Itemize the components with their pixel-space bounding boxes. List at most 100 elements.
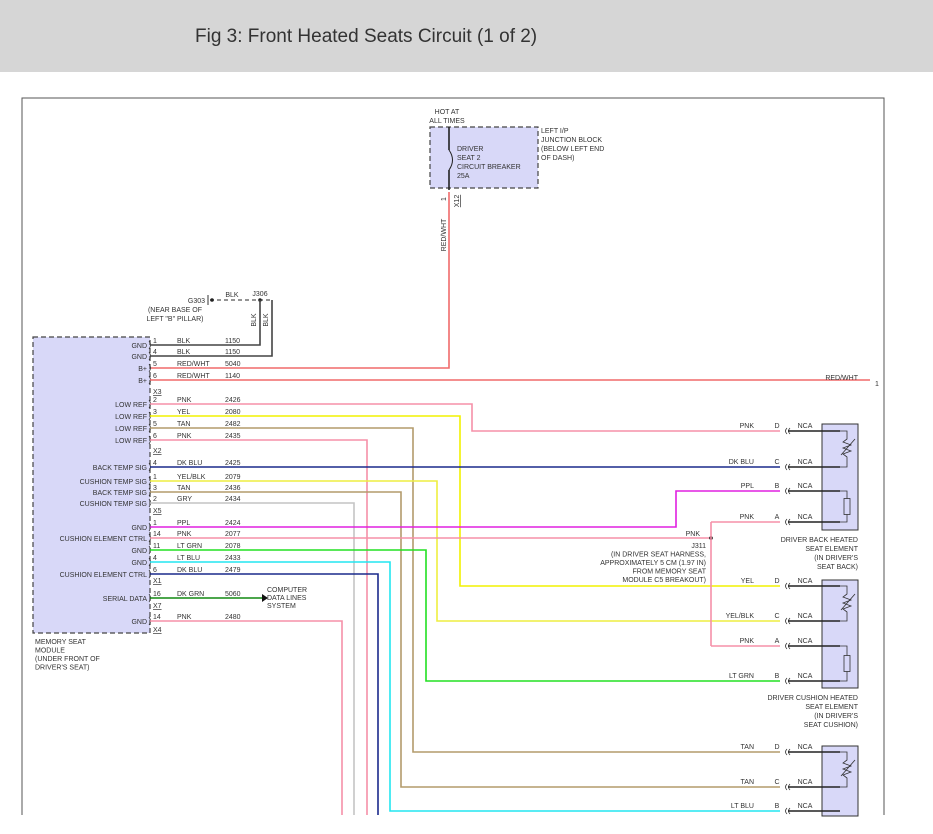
data-lines-label: COMPUTER [267,587,307,594]
circuit-number-label: 2480 [225,614,241,621]
wire-color-label: YEL [177,409,190,416]
thermistor-icon [840,585,853,622]
splice-label: J306 [252,291,267,298]
wire-color-label: PNK [686,531,701,538]
connector-label: X12 [454,195,461,208]
connector-label: X5 [153,508,162,515]
wire-color-label: PNK [740,638,755,645]
figure-title: Fig 3: Front Heated Seats Circuit (1 of … [195,26,538,47]
pin-number-label: 14 [153,531,161,538]
pin-letter-label: D [774,423,779,430]
junction-block-location-label: (BELOW LEFT END [541,146,604,153]
wire-color-label: PNK [177,397,192,404]
circuit-number-label: 2077 [225,531,241,538]
wire-color-label: PPL [177,520,190,527]
pin-number-label: 4 [153,555,157,562]
pin-number-label: 2 [153,397,157,404]
pin-number-label: 1 [153,474,157,481]
circuit-number-label: 2079 [225,474,241,481]
wire-1150 [150,300,261,346]
pin-function-label: LOW REF [115,438,147,445]
connector-label: X1 [153,578,162,585]
circuit-number-label: 1150 [225,349,240,356]
pin-function-label: CUSHION TEMP SIG [80,479,147,486]
diagram-frame [21,97,885,815]
wire-color-label: GRY [177,496,192,503]
pin-letter-label: C [774,613,779,620]
pin-letter-label: B [775,803,780,810]
circuit-breaker-label: DRIVER [457,146,483,153]
wire-color-label: BLK [263,313,270,327]
pin-function-label: LOW REF [115,414,147,421]
circuit-number-label: 2078 [225,543,241,550]
pin-number-label: 2 [153,496,157,503]
pin-number-label: 1 [153,520,157,527]
element-name-label: SEAT ELEMENT [805,546,858,553]
module-name-label: MEMORY SEAT [35,639,87,646]
thermistor-arrow [840,593,856,611]
wire-color-label: BLK [177,349,191,356]
element-name-label: (IN DRIVER'S [814,555,858,562]
pin-number-label: 5 [153,421,157,428]
circuit-number-label: 5040 [225,361,241,368]
wire-color-label: BLK [177,338,191,345]
wire-red-wht-5040 [150,192,450,369]
connector-label: X3 [153,389,162,396]
pin-number-label: 6 [153,373,157,380]
splice-j311-label: APPROXIMATELY 5 CM (1.97 IN) [600,560,706,567]
nca-label: NCA [798,459,813,466]
circuit-number-label: 1140 [225,373,240,380]
thermistor-icon [840,751,853,788]
data-lines-label: SYSTEM [267,603,296,610]
circuit-number-label: 2434 [225,496,241,503]
wire-color-label: DK BLU [177,460,202,467]
circuit-breaker-label: CIRCUIT BREAKER [457,164,521,171]
wire-2436 [150,491,780,788]
hot-at-all-times-label: HOT AT [435,109,460,116]
splice-j311-label: MODULE C5 BREAKOUT) [622,577,706,584]
wire-color-label: DK GRN [177,591,204,598]
pin-number-label: 16 [153,591,161,598]
junction-block-location-label: LEFT I/P [541,128,569,135]
pin-number-label: 11 [153,543,160,550]
heated-seat-element [821,423,859,531]
nca-label: NCA [798,423,813,430]
module-name-label: DRIVER'S SEAT) [35,665,90,672]
pin-number-label: 14 [153,614,161,621]
wire-2078 [150,549,780,682]
wire-2424 [150,490,780,528]
heated-seat-element [821,745,859,817]
pin-function-label: CUSHION ELEMENT CTRL [60,572,147,579]
circuit-number-label: 2436 [225,485,241,492]
ground-location-label: LEFT "B" PILLAR) [147,316,204,323]
pin-letter-label: C [774,779,779,786]
wire-color-label: PNK [177,531,192,538]
wire-2479 [150,573,379,815]
wire-color-label: YEL [741,578,754,585]
pin-function-label: GND [131,343,147,350]
pin-letter-label: C [774,459,779,466]
pin-number-label: 4 [153,349,157,356]
circuit-number-label: 2080 [225,409,241,416]
wire-2080 [150,415,780,587]
pin-function-label: GND [131,619,147,626]
thermistor-arrow [840,438,856,456]
figure-header: Fig 3: Front Heated Seats Circuit (1 of … [0,0,933,72]
nca-label: NCA [798,673,813,680]
circuit-breaker-icon [448,149,453,171]
wire-2435 [150,439,368,815]
pin-function-label: GND [131,354,147,361]
wire-2079 [150,480,780,622]
heater-lead [840,671,848,682]
circuit-number-label: 2435 [225,433,241,440]
nca-label: NCA [798,514,813,521]
wire-color-label: LT BLU [731,803,754,810]
pin-function-label: BACK TEMP SIG [93,465,147,472]
thermistor-arrow [840,759,856,777]
element-name-label: SEAT CUSHION) [804,722,858,729]
hot-at-all-times-label: ALL TIMES [429,118,465,125]
wire-color-label: RED/WHT [177,373,210,380]
element-name-label: DRIVER CUSHION HEATED [768,695,859,702]
wire-2480 [150,620,343,815]
